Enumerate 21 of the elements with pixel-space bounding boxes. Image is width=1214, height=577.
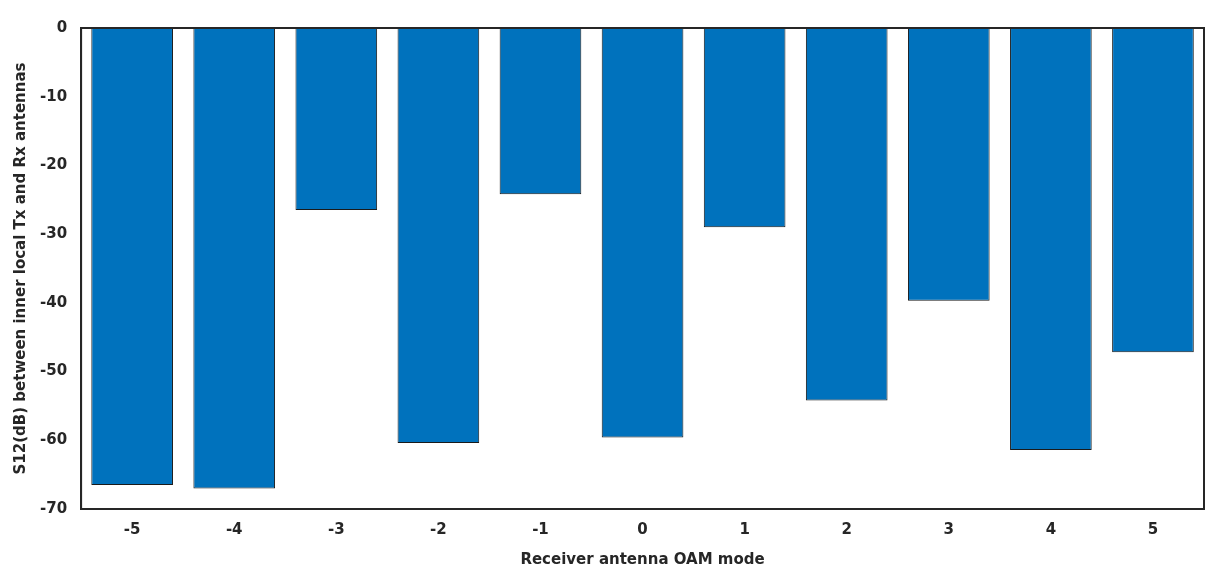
y-tick-label: -70 xyxy=(39,498,68,517)
y-axis-title: S12(dB) between inner local Tx and Rx antennas xyxy=(10,62,29,475)
x-tick-label: -1 xyxy=(532,519,549,538)
y-tick-label: -10 xyxy=(39,86,68,105)
y-tick-label: -60 xyxy=(39,430,68,449)
x-tick-label: 1 xyxy=(739,519,750,538)
x-tick-label: 2 xyxy=(841,519,852,538)
x-tick-label: -2 xyxy=(430,519,447,538)
x-tick-label: -4 xyxy=(225,519,243,538)
x-tick-label: 5 xyxy=(1147,519,1159,538)
y-tick-label: 0 xyxy=(56,17,68,36)
x-axis-title: Receiver antenna OAM mode xyxy=(520,549,765,568)
x-tick-label: -5 xyxy=(123,519,141,538)
x-tick-label: -3 xyxy=(327,519,345,538)
x-tick-label: 4 xyxy=(1045,519,1057,538)
y-tick-label: -40 xyxy=(39,292,68,311)
y-tick-label: -50 xyxy=(39,361,68,380)
x-tick-label: 3 xyxy=(943,519,955,538)
y-tick-label: -30 xyxy=(39,224,68,243)
x-tick-label: 0 xyxy=(637,519,648,538)
y-tick-label: -20 xyxy=(39,155,68,174)
